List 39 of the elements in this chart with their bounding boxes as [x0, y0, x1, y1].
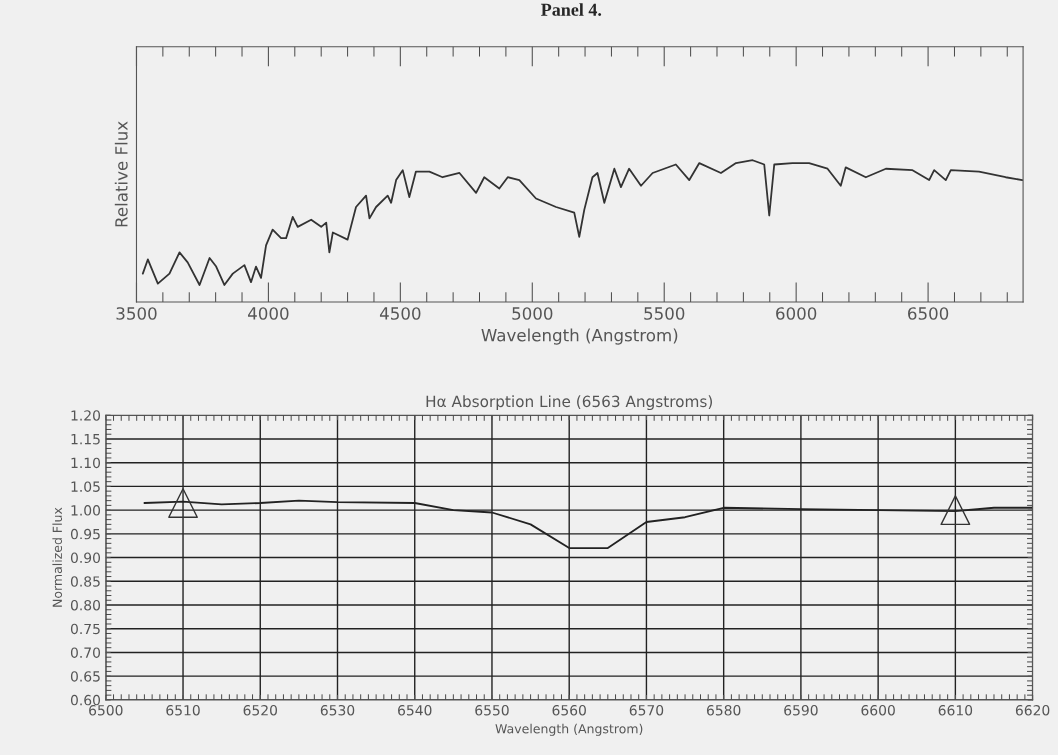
x-tick-label: 6560 — [552, 704, 586, 716]
x-tick-label: 6510 — [166, 704, 200, 716]
y-tick-label: 0.70 — [70, 647, 101, 658]
y-tick-label: 1.05 — [71, 481, 100, 492]
x-axis-title: Wavelength (Angstrom) — [495, 723, 643, 736]
x-tick-label: 6530 — [320, 704, 355, 716]
y-tick-label: 0.95 — [70, 528, 100, 540]
x-tick-label: 6500 — [89, 704, 123, 716]
chart-title: Hα Absorption Line (6563 Angstroms) — [426, 395, 713, 411]
x-tick-label: 4000 — [248, 307, 289, 320]
y-tick-label: 1.15 — [71, 434, 100, 445]
x-tick-label: 3500 — [116, 307, 157, 320]
x-tick-label: 6550 — [475, 704, 509, 716]
x-tick-label: 6600 — [861, 704, 895, 716]
y-tick-label: 0.80 — [70, 599, 101, 611]
x-tick-label: 6610 — [938, 704, 973, 716]
x-tick-label: 6500 — [908, 307, 949, 320]
y-tick-label: 0.65 — [70, 671, 100, 682]
y-tick-label: 0.85 — [70, 576, 100, 587]
y-tick-label: 0.60 — [70, 694, 101, 706]
x-tick-label: 6590 — [784, 704, 818, 716]
x-tick-label: 4500 — [379, 307, 421, 320]
y-tick-label: 1.00 — [71, 505, 101, 516]
y-tick-label: 0.75 — [70, 623, 100, 635]
x-tick-label: 6570 — [629, 704, 664, 716]
x-tick-label: 6000 — [776, 307, 817, 320]
chart-title: Panel 4. — [541, 3, 602, 16]
y-tick-label: 1.20 — [71, 410, 101, 421]
x-axis-title: Wavelength (Angstrom) — [481, 328, 678, 345]
x-tick-label: 6520 — [243, 704, 278, 716]
x-tick-label: 6580 — [706, 704, 741, 716]
y-tick-label: 0.90 — [70, 552, 101, 564]
y-axis-title: Normalized Flux — [52, 507, 63, 607]
y-axis-title: Relative Flux — [114, 121, 128, 227]
x-tick-label: 5500 — [644, 307, 685, 320]
x-tick-label: 6620 — [1015, 704, 1050, 716]
x-tick-label: 5000 — [512, 307, 553, 320]
y-tick-label: 1.10 — [71, 457, 101, 469]
x-tick-label: 6540 — [398, 704, 432, 716]
